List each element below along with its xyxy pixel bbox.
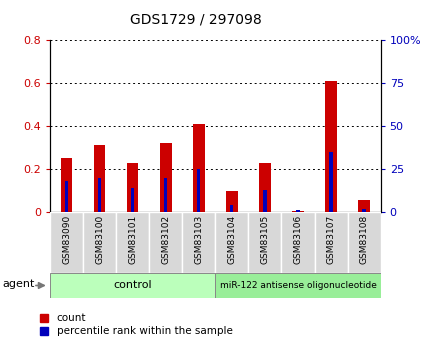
Bar: [325, 81, 336, 212]
Text: GSM83100: GSM83100: [95, 215, 104, 265]
Legend: count, percentile rank within the sample: count, percentile rank within the sample: [40, 313, 232, 336]
Bar: [50, 273, 215, 298]
Bar: [193, 124, 204, 212]
Bar: [149, 212, 182, 273]
Bar: [131, 188, 134, 212]
Bar: [65, 181, 68, 212]
Text: GSM83107: GSM83107: [326, 215, 335, 265]
Bar: [94, 145, 105, 212]
Bar: [281, 212, 314, 273]
Text: GSM83108: GSM83108: [359, 215, 368, 265]
Bar: [83, 212, 116, 273]
Bar: [215, 273, 380, 298]
Bar: [116, 212, 149, 273]
Bar: [230, 205, 233, 212]
Bar: [215, 212, 248, 273]
Bar: [98, 178, 101, 212]
Bar: [263, 190, 266, 212]
Bar: [296, 210, 299, 212]
Bar: [358, 200, 369, 212]
Text: GSM83106: GSM83106: [293, 215, 302, 265]
Bar: [329, 152, 332, 212]
Text: control: control: [113, 280, 151, 290]
Bar: [347, 212, 380, 273]
Bar: [226, 190, 237, 212]
Bar: [61, 158, 72, 212]
Text: GSM83101: GSM83101: [128, 215, 137, 265]
Bar: [292, 211, 303, 212]
Text: miR-122 antisense oligonucleotide: miR-122 antisense oligonucleotide: [219, 281, 375, 290]
Bar: [164, 178, 167, 212]
Text: GSM83090: GSM83090: [62, 215, 71, 265]
Bar: [248, 212, 281, 273]
Text: GSM83102: GSM83102: [161, 215, 170, 264]
Text: agent: agent: [2, 279, 34, 289]
Bar: [259, 162, 270, 212]
Bar: [160, 143, 171, 212]
Bar: [197, 169, 200, 212]
Bar: [182, 212, 215, 273]
Bar: [362, 209, 365, 212]
Text: GSM83105: GSM83105: [260, 215, 269, 265]
Bar: [314, 212, 347, 273]
Bar: [50, 212, 83, 273]
Text: GSM83104: GSM83104: [227, 215, 236, 264]
Text: GSM83103: GSM83103: [194, 215, 203, 265]
Text: GDS1729 / 297098: GDS1729 / 297098: [130, 12, 261, 26]
Bar: [127, 162, 138, 212]
